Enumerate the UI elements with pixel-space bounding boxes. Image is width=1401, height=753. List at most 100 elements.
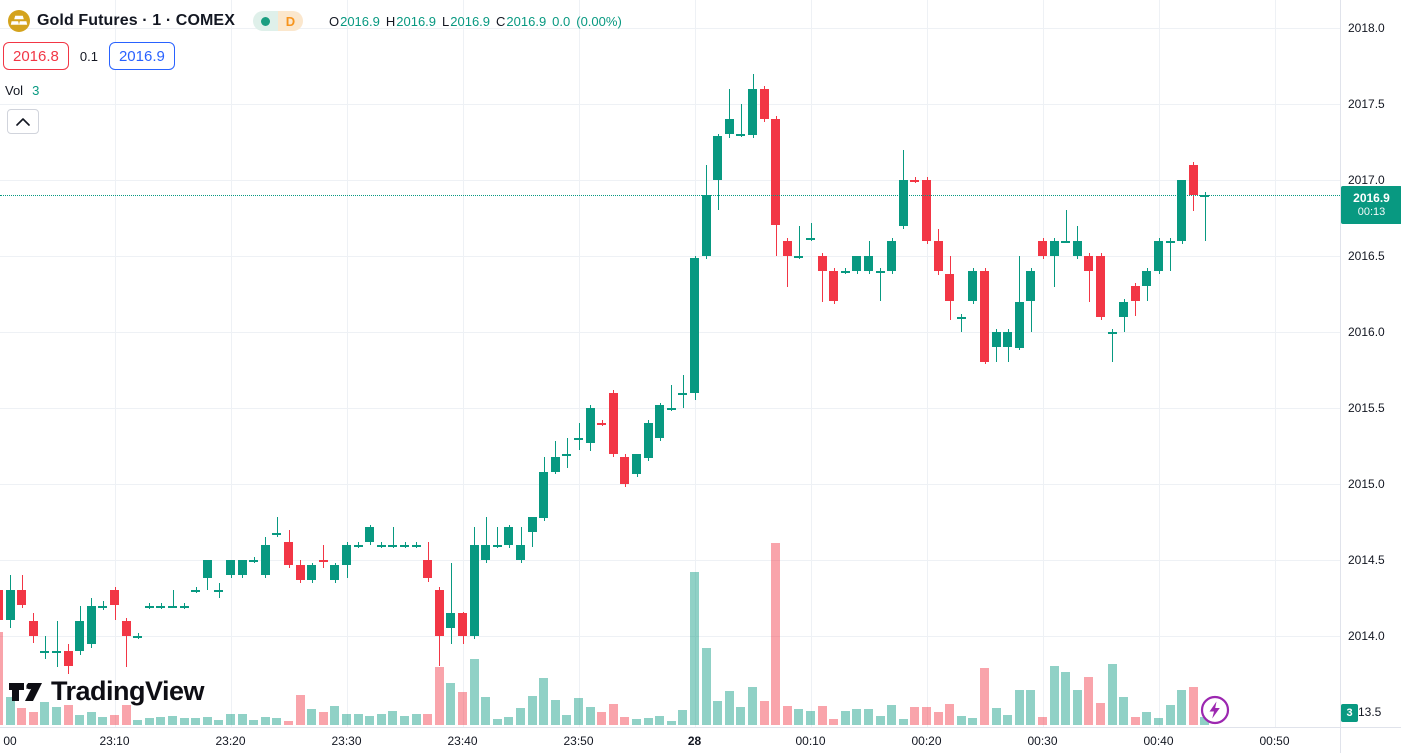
volume-bar <box>1131 717 1140 725</box>
volume-bar <box>435 667 444 725</box>
axis-corner <box>1340 727 1401 753</box>
candle-body <box>180 606 189 608</box>
candle-body <box>528 517 537 532</box>
price-scale[interactable]: 2016.9 00:13 3 2018.0 2017.5 2017.0 2016.5 2… <box>1340 0 1401 748</box>
volume-bar <box>748 687 757 725</box>
candle-body <box>1177 180 1186 241</box>
gridline-horizontal <box>0 560 1340 561</box>
candle-body <box>678 393 687 395</box>
chart-plot-area[interactable] <box>0 0 1340 727</box>
candle-body <box>400 545 409 547</box>
candle-body <box>516 545 525 560</box>
buy-ask-button[interactable]: 2016.9 <box>108 42 175 70</box>
volume-bar <box>1154 718 1163 725</box>
volume-bar <box>458 692 467 725</box>
candle-body <box>29 621 38 636</box>
instant-trading-button[interactable] <box>1200 695 1230 725</box>
volume-bar <box>75 715 84 725</box>
candle-body <box>887 241 896 271</box>
candle-wick <box>451 563 452 644</box>
volume-bar <box>1073 690 1082 725</box>
volume-bar <box>644 718 653 725</box>
volume-bar <box>1142 712 1151 725</box>
market-status-badge[interactable]: D <box>252 11 303 31</box>
sell-bid-button[interactable]: 2016.8 <box>3 42 69 70</box>
volume-bar <box>330 706 339 725</box>
candle-wick <box>173 590 174 608</box>
change-percent: (0.00%) <box>576 13 622 29</box>
candle-wick <box>1170 238 1171 271</box>
price-axis-label: 2018.0 <box>1348 21 1385 35</box>
candle-body <box>354 545 363 547</box>
volume-bar <box>574 698 583 725</box>
candle-body <box>40 651 49 653</box>
candle-wick <box>497 527 498 548</box>
volume-bar <box>87 712 96 725</box>
volume-bar <box>783 706 792 725</box>
volume-bar <box>284 721 293 725</box>
candle-body <box>620 457 629 484</box>
volume-bar <box>342 714 351 725</box>
candle-body <box>667 408 676 410</box>
candle-body <box>1084 256 1093 271</box>
price-axis-label: 2016.5 <box>1348 249 1385 263</box>
volume-bar <box>597 712 606 725</box>
chevron-up-icon <box>16 117 30 126</box>
volume-bar <box>214 720 223 725</box>
candle-body <box>296 565 305 580</box>
last-price-badge: 2016.9 00:13 <box>1341 186 1401 224</box>
volume-bar <box>620 717 629 725</box>
close-value: 2016.9 <box>506 13 547 29</box>
candle-wick <box>277 517 278 537</box>
time-axis-label: 00:40 <box>1143 734 1174 748</box>
volume-bar <box>272 718 281 725</box>
price-axis-label: 2015.5 <box>1348 401 1385 415</box>
candle-body <box>17 590 26 605</box>
volume-bar <box>17 708 26 725</box>
candle-body <box>145 606 154 608</box>
candle-body <box>806 238 815 240</box>
candle-body <box>168 606 177 608</box>
candle-body <box>609 393 618 454</box>
price-axis-label: 2016.0 <box>1348 325 1385 339</box>
candle-wick <box>1089 253 1090 302</box>
candle-body <box>980 271 989 362</box>
volume-bar <box>40 702 49 725</box>
current-price-line <box>0 195 1340 196</box>
lightning-bolt-icon <box>1200 695 1230 725</box>
volume-bar <box>690 572 699 725</box>
volume-bar <box>110 715 119 725</box>
volume-bar <box>968 718 977 725</box>
volume-label: Vol <box>5 83 24 98</box>
candle-body <box>98 606 107 608</box>
price-axis-label: 2017.5 <box>1348 97 1385 111</box>
candle-body <box>655 405 664 438</box>
bar-countdown: 00:13 <box>1357 205 1386 218</box>
time-scale[interactable]: 00 23:10 23:20 23:30 23:40 23:50 28 00:10 00:20 0… <box>0 727 1340 753</box>
candle-body <box>6 590 15 620</box>
collapse-legend-button[interactable] <box>7 109 39 134</box>
volume-bar <box>0 632 3 725</box>
volume-bar <box>586 707 595 725</box>
volume-bar <box>678 710 687 725</box>
volume-bar <box>992 708 1001 725</box>
candle-body <box>760 89 769 119</box>
candle-body <box>1038 241 1047 256</box>
volume-bar <box>713 701 722 725</box>
candle-body <box>841 271 850 273</box>
candle-body <box>423 560 432 578</box>
candle-body <box>1166 241 1175 243</box>
candle-wick <box>1066 210 1067 243</box>
volume-bar <box>806 711 815 725</box>
volume-bar <box>957 716 966 725</box>
volume-bar <box>702 648 711 725</box>
volume-bar <box>980 668 989 725</box>
price-axis-label: 2014.0 <box>1348 629 1385 643</box>
candle-body <box>725 119 734 134</box>
tradingview-logo[interactable]: TradingView <box>8 676 205 707</box>
volume-bar <box>145 718 154 725</box>
volume-bar <box>794 709 803 725</box>
symbol-title[interactable]: Gold Futures · 1 · COMEX <box>37 12 235 29</box>
candle-body <box>1015 302 1024 348</box>
